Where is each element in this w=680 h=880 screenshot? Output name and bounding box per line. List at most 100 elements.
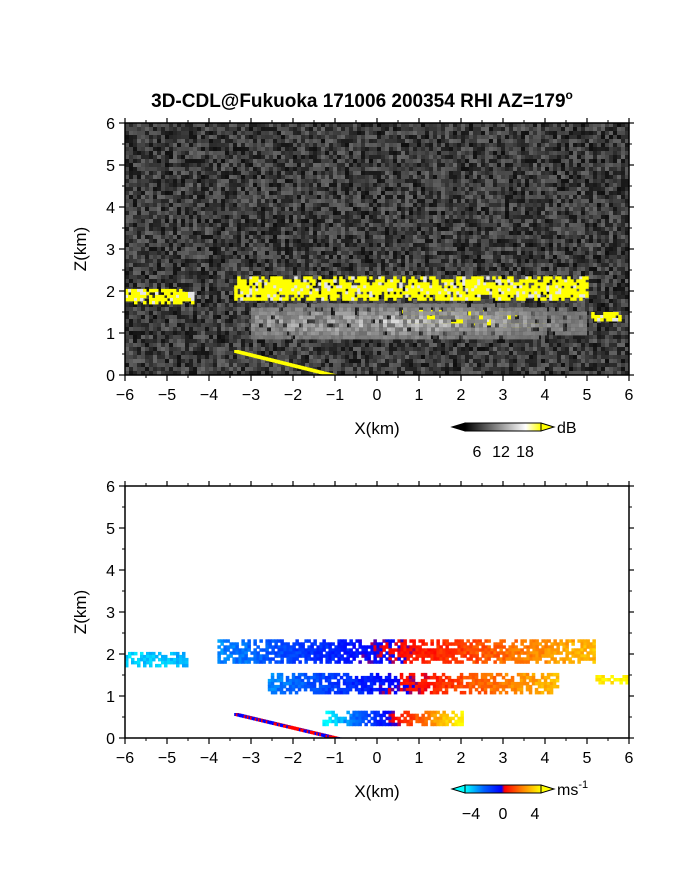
noise-cell: [313, 127, 317, 131]
noise-cell: [145, 251, 149, 255]
noise-cell: [569, 215, 573, 219]
noise-cell: [593, 275, 597, 279]
noise-cell: [225, 171, 229, 175]
noise-cell: [381, 255, 385, 259]
noise-cell: [401, 219, 405, 223]
noise-cell: [225, 215, 229, 219]
noise-cell: [209, 239, 213, 243]
noise-cell: [317, 167, 321, 171]
noise-cell: [197, 279, 201, 283]
noise-cell: [205, 279, 209, 283]
noise-cell: [325, 171, 329, 175]
noise-cell: [237, 271, 241, 275]
noise-cell: [413, 243, 417, 247]
noise-cell: [277, 267, 281, 271]
noise-cell: [385, 199, 389, 203]
noise-cell: [421, 135, 425, 139]
noise-cell: [605, 235, 609, 239]
noise-cell: [605, 271, 609, 275]
noise-cell: [369, 195, 373, 199]
noise-cell: [345, 275, 349, 279]
noise-cell: [481, 123, 485, 127]
noise-cell: [361, 215, 365, 219]
noise-cell: [589, 159, 593, 163]
noise-cell: [385, 223, 389, 227]
noise-cell: [425, 167, 429, 171]
noise-cell: [125, 143, 129, 147]
noise-cell: [465, 127, 469, 131]
noise-cell: [177, 231, 181, 235]
noise-cell: [573, 219, 577, 223]
noise-cell: [257, 263, 261, 267]
noise-cell: [513, 223, 517, 227]
noise-cell: [325, 143, 329, 147]
noise-cell: [445, 187, 449, 191]
noise-cell: [489, 211, 493, 215]
noise-cell: [473, 243, 477, 247]
noise-cell: [281, 163, 285, 167]
noise-cell: [453, 271, 457, 275]
noise-cell: [333, 131, 337, 135]
noise-cell: [201, 151, 205, 155]
noise-cell: [277, 135, 281, 139]
noise-cell: [397, 263, 401, 267]
noise-cell: [141, 271, 145, 275]
noise-cell: [449, 163, 453, 167]
noise-cell: [457, 171, 461, 175]
noise-cell: [345, 219, 349, 223]
noise-cell: [149, 123, 153, 127]
noise-cell: [125, 135, 129, 139]
noise-cell: [581, 203, 585, 207]
noise-cell: [161, 279, 165, 283]
noise-cell: [453, 207, 457, 211]
noise-cell: [213, 219, 217, 223]
noise-cell: [181, 187, 185, 191]
noise-cell: [233, 239, 237, 243]
noise-cell: [205, 191, 209, 195]
noise-cell: [261, 163, 265, 167]
noise-cell: [293, 207, 297, 211]
noise-cell: [217, 151, 221, 155]
noise-cell: [165, 219, 169, 223]
noise-cell: [417, 203, 421, 207]
noise-cell: [517, 195, 521, 199]
noise-cell: [485, 231, 489, 235]
noise-cell: [401, 159, 405, 163]
noise-cell: [545, 183, 549, 187]
noise-cell: [261, 243, 265, 247]
noise-cell: [457, 187, 461, 191]
noise-cell: [425, 175, 429, 179]
noise-cell: [273, 247, 277, 251]
noise-cell: [353, 123, 357, 127]
noise-cell: [533, 163, 537, 167]
noise-cell: [245, 219, 249, 223]
noise-cell: [457, 263, 461, 267]
noise-cell: [493, 171, 497, 175]
noise-cell: [445, 139, 449, 143]
noise-cell: [429, 171, 433, 175]
noise-cell: [585, 215, 589, 219]
noise-cell: [221, 223, 225, 227]
noise-cell: [349, 203, 353, 207]
noise-cell: [569, 143, 573, 147]
noise-cell: [393, 235, 397, 239]
noise-cell: [261, 267, 265, 271]
noise-cell: [237, 239, 241, 243]
noise-cell: [185, 131, 189, 135]
noise-cell: [277, 171, 281, 175]
noise-cell: [245, 123, 249, 127]
noise-cell: [209, 179, 213, 183]
noise-cell: [269, 263, 273, 267]
noise-cell: [445, 251, 449, 255]
noise-cell: [249, 271, 253, 275]
noise-cell: [465, 191, 469, 195]
noise-cell: [529, 231, 533, 235]
noise-cell: [453, 251, 457, 255]
noise-cell: [197, 251, 201, 255]
noise-cell: [153, 151, 157, 155]
noise-cell: [365, 251, 369, 255]
noise-cell: [621, 171, 625, 175]
noise-cell: [489, 243, 493, 247]
noise-cell: [397, 191, 401, 195]
noise-cell: [217, 251, 221, 255]
